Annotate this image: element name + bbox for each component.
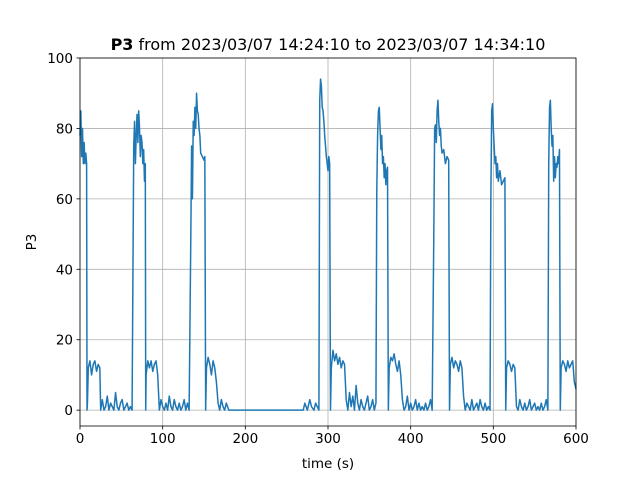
title-bold: P3: [111, 35, 134, 54]
chart-title: P3 from 2023/03/07 14:24:10 to 2023/03/0…: [111, 35, 546, 54]
y-tick-label: 40: [56, 262, 73, 278]
x-axis-label: time (s): [302, 456, 354, 472]
x-tick-label: 600: [563, 431, 589, 447]
data-line: [79, 78, 577, 411]
x-tick-label: 300: [315, 431, 341, 447]
y-tick-label: 60: [56, 192, 73, 208]
y-tick-label: 100: [47, 51, 73, 67]
y-axis-label: P3: [24, 234, 40, 251]
x-tick-label: 400: [398, 431, 424, 447]
plot-frame: [79, 57, 577, 427]
y-tick-label: 0: [64, 403, 73, 419]
x-tick-label: 0: [76, 431, 85, 447]
x-tick-label: 100: [150, 431, 176, 447]
title-rest: from 2023/03/07 14:24:10 to 2023/03/07 1…: [139, 35, 546, 54]
y-tick-label: 80: [56, 121, 73, 137]
x-tick-label: 200: [232, 431, 258, 447]
y-tick-label: 20: [56, 333, 73, 349]
x-tick-label: 500: [480, 431, 506, 447]
